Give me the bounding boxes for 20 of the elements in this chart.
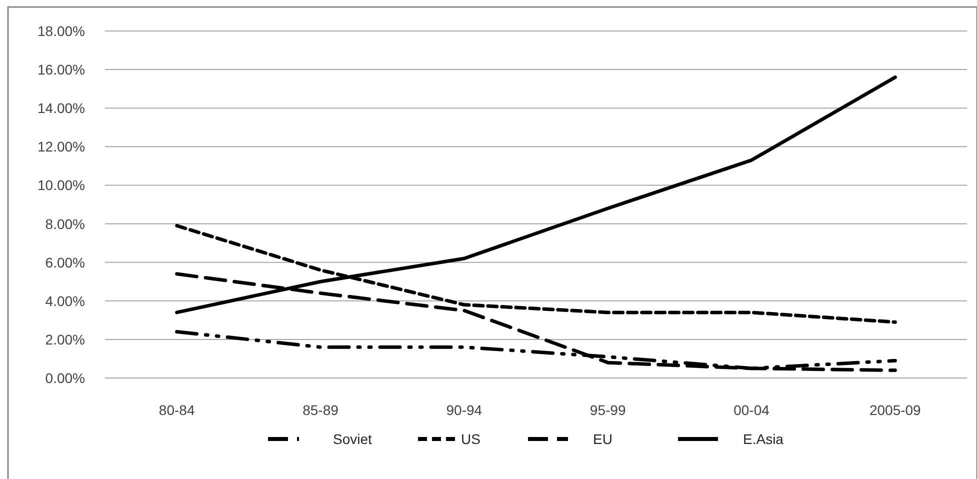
x-tick-label: 00-04 [734, 402, 770, 418]
legend-label: EU [593, 431, 612, 447]
y-tick-label: 6.00% [45, 254, 85, 270]
y-tick-label: 16.00% [38, 62, 85, 78]
y-tick-label: 0.00% [45, 370, 85, 386]
y-tick-label: 4.00% [45, 292, 85, 309]
legend-label: Soviet [333, 431, 372, 447]
x-tick-label: 95-99 [590, 402, 626, 418]
y-tick-label: 8.00% [45, 216, 85, 232]
legend-label: US [461, 431, 480, 447]
y-tick-label: 14.00% [38, 100, 85, 116]
x-tick-label: 85-89 [302, 402, 339, 418]
x-tick-label: 90-94 [446, 402, 482, 418]
y-tick-label: 10.00% [38, 177, 85, 194]
legend-label: E.Asia [743, 431, 784, 447]
x-tick-label: 80-84 [158, 402, 195, 418]
y-tick-label: 12.00% [38, 138, 85, 155]
y-tick-label: 2.00% [45, 331, 85, 348]
x-tick-label: 2005-09 [869, 402, 922, 418]
y-tick-label: 18.00% [38, 23, 85, 39]
